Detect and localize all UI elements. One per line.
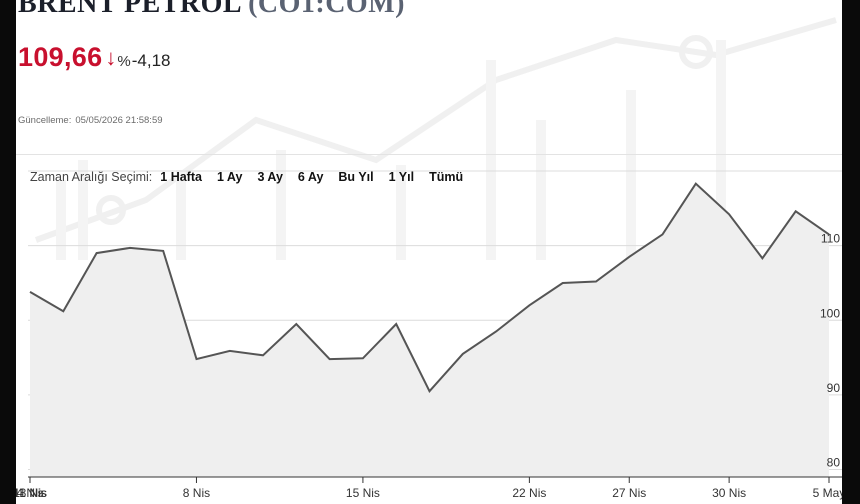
x-tick-label: 5 May [813,486,842,500]
data-point [160,248,166,254]
data-point [759,255,765,261]
range-ytd-button[interactable]: Bu Yıl [338,170,374,184]
data-point [393,321,399,327]
page-title: BRENT PETROL (CO1:COM) [18,0,405,20]
data-point [660,231,666,237]
range-3-months-button[interactable]: 3 Ay [257,170,283,184]
x-tick-label: 11 Nis [16,486,47,500]
range-1-month-button[interactable]: 1 Ay [216,170,243,184]
data-point [693,181,699,187]
last-updated: Güncelleme: 05/05/2026 21:58:59 [18,115,163,126]
range-all-button[interactable]: Tümü [429,170,464,184]
data-point [360,355,366,361]
y-tick-label: 110 [821,232,840,246]
updated-label: Güncelleme: [18,115,72,126]
x-tick-label: 15 Nis [346,486,380,500]
price-chart: 80 90 100 110 4 Nis 8 Nis 11 Nis 15 Nis 18 Nis 22… [16,170,842,500]
data-point [293,321,299,327]
range-1-week-button[interactable]: 1 Hafta [160,170,202,184]
data-point [427,388,433,394]
x-tick-label: 18 Nis [16,486,47,500]
x-tick-label: 8 Nis [183,486,210,500]
data-point [194,356,200,362]
y-tick-label: 80 [827,456,841,470]
instrument-name: BRENT PETROL [18,0,241,19]
data-point [526,302,532,308]
time-range-label: Zaman Aralığı Seçimi: [30,170,153,184]
data-point [793,208,799,214]
x-tick-label: 4 Nis [16,486,43,500]
data-point [593,279,599,285]
right-border [842,0,860,504]
panel-divider [16,154,842,155]
data-point [260,352,266,358]
data-point [726,211,732,217]
updated-timestamp: 05/05/2026 21:58:59 [75,115,163,126]
instrument-code: (CO1:COM) [248,0,405,19]
data-point [493,329,499,335]
data-point [227,348,233,354]
y-tick-label: 100 [820,306,840,320]
data-point [94,250,100,256]
x-tick-label: 27 Nis [612,486,646,500]
price-area-fill [30,183,829,477]
data-point [560,280,566,286]
x-tick-label: 22 Nis [512,486,546,500]
data-point [60,308,66,314]
percent-change: -4,18 [131,51,171,70]
arrow-down-icon: ↓ [105,45,117,70]
range-6-months-button[interactable]: 6 Ay [297,170,324,184]
data-point [27,289,33,295]
y-tick-label: 90 [827,381,841,395]
last-price: 109,66 [18,42,103,72]
price-line [29,182,830,393]
data-point [127,245,133,251]
quote-row: 109,66 ↓ % -4,18 [18,42,170,73]
percent-sign: % [117,53,131,70]
time-range-selector: Zaman Aralığı Seçimi: 1 Hafta 1 Ay 3 Ay … [30,170,478,184]
data-point [460,351,466,357]
range-1-year-button[interactable]: 1 Yıl [388,170,415,184]
data-point [327,356,333,362]
left-border [0,0,16,504]
x-tick-label: 30 Nis [712,486,746,500]
data-point [626,254,632,260]
